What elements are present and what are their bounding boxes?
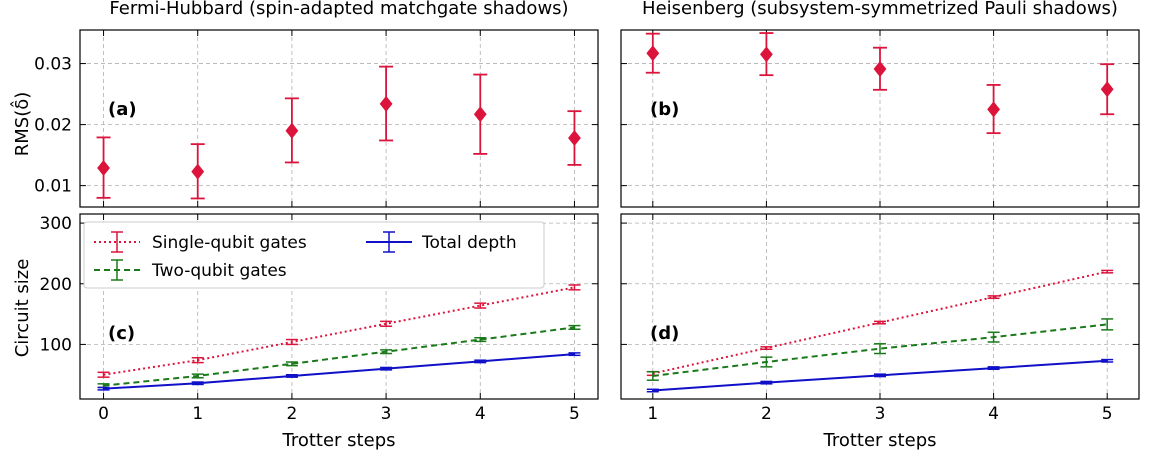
panel-label: (b)	[650, 99, 679, 120]
data-point-diamond	[568, 130, 581, 147]
x-tick-label: 4	[475, 404, 486, 424]
y-tick-label: 0.02	[34, 116, 72, 136]
panel-label: (a)	[108, 99, 137, 120]
x-tick-label: 3	[381, 404, 392, 424]
title-heisenberg: Heisenberg (subsystem-symmetrized Pauli …	[642, 0, 1118, 19]
series-line	[103, 286, 575, 376]
series-rms	[96, 65, 582, 200]
panel-d: 1 2 3 4 5 (d)	[620, 213, 1140, 424]
legend-label-two-qubit: Two-qubit gates	[151, 261, 287, 281]
series-rms	[645, 32, 1115, 135]
series-single-qubit-gates	[97, 284, 581, 378]
series-line	[103, 326, 575, 387]
panel-a: 0.01 0.02 0.03 (a)	[34, 29, 599, 208]
x-tick-label: 4	[988, 404, 999, 424]
legend-entry-two-qubit: Two-qubit gates	[94, 259, 287, 281]
series-two-qubit-gates	[97, 324, 581, 389]
x-tick-label: 1	[647, 404, 658, 424]
y-tick-label: 200	[40, 275, 72, 295]
title-fermi-hubbard: Fermi-Hubbard (spin-adapted matchgate sh…	[109, 0, 568, 19]
panel-label: (c)	[108, 323, 135, 344]
data-point-diamond	[191, 163, 205, 180]
x-tick-label: 5	[569, 404, 580, 424]
legend-entry-total-depth: Total depth	[366, 231, 517, 253]
y-axis-label-rms: RMS(δ̂)	[10, 92, 33, 157]
series-total-depth	[97, 352, 581, 391]
data-point-diamond	[285, 122, 299, 139]
legend-entry-single-qubit: Single-qubit gates	[94, 231, 307, 253]
x-tick-label: 3	[875, 404, 886, 424]
x-tick-label: 5	[1102, 404, 1113, 424]
x-tick-label: 0	[98, 404, 109, 424]
data-point-diamond	[760, 46, 773, 63]
data-point-diamond	[97, 159, 110, 176]
legend-label-total-depth: Total depth	[421, 233, 517, 253]
x-axis-label-left: Trotter steps	[282, 430, 396, 451]
y-tick-label: 0.03	[34, 55, 72, 75]
data-point-diamond	[1100, 81, 1114, 98]
series-two-qubit-gates	[646, 318, 1114, 381]
series-line	[103, 353, 575, 390]
x-tick-label: 2	[761, 404, 772, 424]
series-total-depth	[646, 358, 1114, 393]
legend-label-single-qubit: Single-qubit gates	[152, 233, 307, 253]
y-tick-label: 100	[40, 335, 72, 355]
data-point-diamond	[646, 45, 660, 62]
y-tick-label: 300	[40, 214, 72, 234]
y-tick-label: 0.01	[34, 177, 72, 197]
data-point-diamond	[987, 101, 1000, 118]
panel-label: (d)	[650, 323, 679, 344]
legend: Single-qubit gates Two-qubit gates Total…	[83, 221, 545, 289]
x-tick-label: 2	[286, 404, 297, 424]
panel-frame	[79, 213, 599, 400]
x-axis-label-right: Trotter steps	[823, 430, 937, 451]
panel-frame	[620, 29, 1140, 208]
panel-b: (b)	[620, 29, 1140, 208]
y-axis-label-circuit-size: Circuit size	[12, 259, 33, 358]
data-point-diamond	[379, 95, 393, 112]
data-point-diamond	[473, 106, 487, 123]
panel-frame	[79, 29, 599, 208]
panel-frame	[620, 213, 1140, 400]
data-point-diamond	[873, 61, 887, 78]
series-line	[652, 323, 1108, 377]
x-tick-label: 1	[192, 404, 203, 424]
